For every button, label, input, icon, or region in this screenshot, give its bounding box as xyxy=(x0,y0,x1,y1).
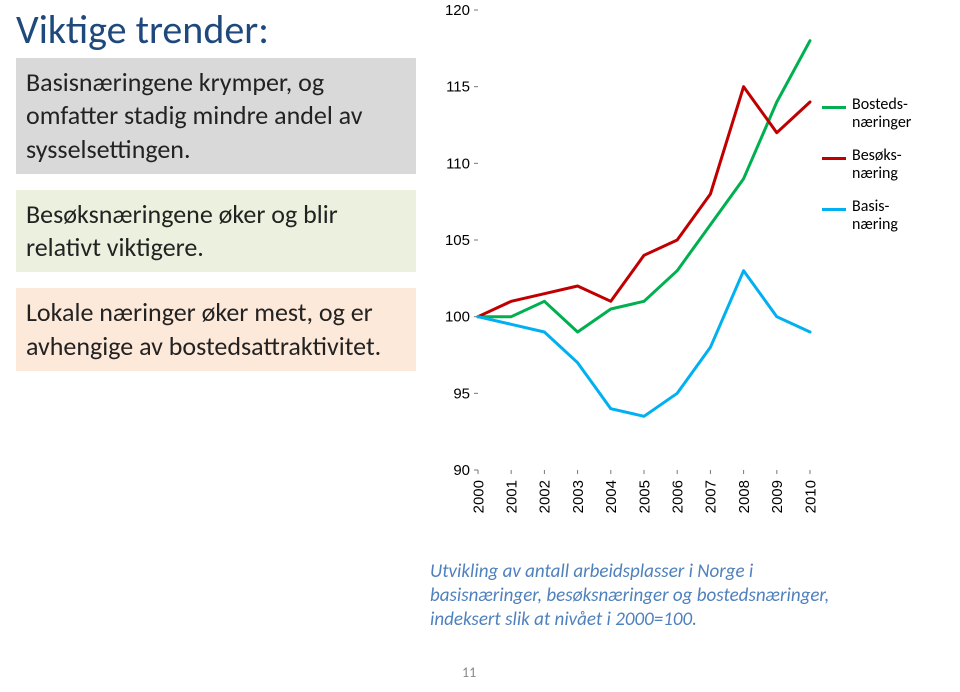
legend-swatch xyxy=(822,208,846,211)
svg-text:2001: 2001 xyxy=(503,480,520,513)
chart-legend: Bosteds-næringer Besøks-næring Basis-nærin… xyxy=(822,96,952,248)
text-box-2: Besøksnæringene øker og blir relativt vi… xyxy=(16,190,416,273)
legend-item: Basis-næring xyxy=(822,198,952,235)
legend-swatch xyxy=(822,106,846,109)
svg-text:2003: 2003 xyxy=(570,480,587,513)
legend-label: Besøks-næring xyxy=(852,147,902,184)
svg-text:100: 100 xyxy=(445,309,470,326)
legend-label: Basis-næring xyxy=(852,198,898,235)
svg-text:105: 105 xyxy=(445,232,470,249)
svg-text:120: 120 xyxy=(445,2,470,19)
svg-text:2007: 2007 xyxy=(703,480,720,513)
text-box-1: Basisnæringene krymper, og omfatter stad… xyxy=(16,58,416,174)
line-chart: 9095100105110115120200020012002200320042… xyxy=(430,0,820,500)
svg-text:2004: 2004 xyxy=(603,480,620,513)
legend-item: Besøks-næring xyxy=(822,147,952,184)
legend-item: Bosteds-næringer xyxy=(822,96,952,133)
svg-text:95: 95 xyxy=(453,385,470,402)
slide-title: Viktige trender: xyxy=(16,8,416,52)
svg-text:2005: 2005 xyxy=(636,480,653,513)
svg-text:2002: 2002 xyxy=(537,480,554,513)
svg-text:2006: 2006 xyxy=(669,480,686,513)
chart-caption: Utvikling av antall arbeidsplasser i Nor… xyxy=(430,560,860,631)
svg-text:2009: 2009 xyxy=(769,480,786,513)
legend-swatch xyxy=(822,157,846,160)
svg-text:90: 90 xyxy=(453,462,470,479)
svg-text:115: 115 xyxy=(446,79,470,96)
svg-text:2008: 2008 xyxy=(736,480,753,513)
svg-text:2000: 2000 xyxy=(470,480,487,513)
svg-text:110: 110 xyxy=(446,155,470,172)
svg-text:2010: 2010 xyxy=(802,480,819,513)
page-number: 11 xyxy=(462,664,476,681)
text-box-3: Lokale næringer øker mest, og er avhengi… xyxy=(16,288,416,371)
legend-label: Bosteds-næringer xyxy=(852,96,911,133)
